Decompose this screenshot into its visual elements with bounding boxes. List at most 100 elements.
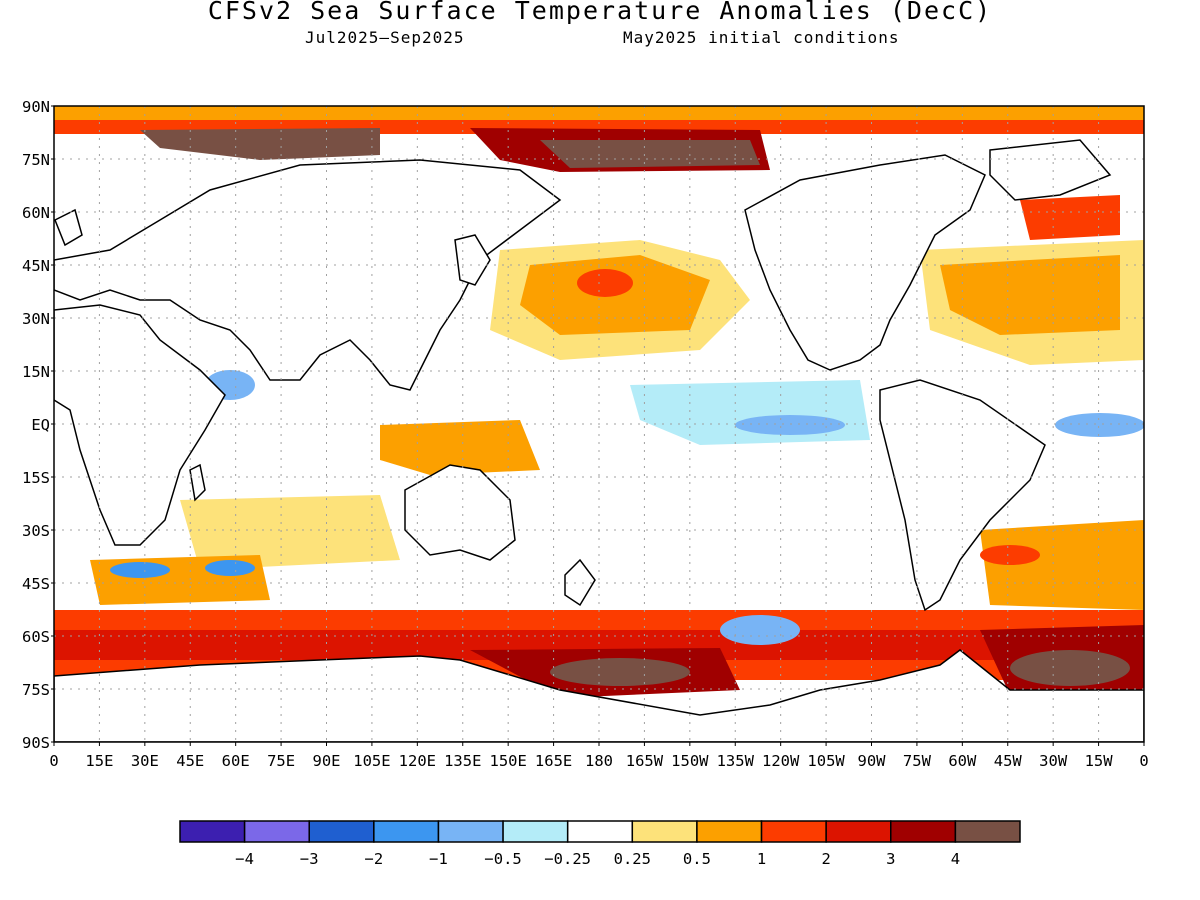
legend-swatch <box>373 820 440 843</box>
land-uk <box>54 208 83 247</box>
lat-tick-label: 45S <box>22 575 50 593</box>
land-madagascar <box>189 463 206 502</box>
ross-sea-max <box>550 658 690 686</box>
land-australia <box>404 464 516 561</box>
legend-label: 2 <box>821 850 830 868</box>
south-indian-cool-2 <box>205 560 255 576</box>
legend-swatch <box>631 820 698 843</box>
south-atlantic-warm <box>980 520 1144 610</box>
south-atlantic-warm-core <box>980 545 1040 565</box>
land-eurasia <box>54 159 562 391</box>
legend-label: −0.25 <box>544 850 591 868</box>
legend-label: −1 <box>429 850 448 868</box>
lat-tick-label: 90S <box>22 734 50 752</box>
lon-tick-label: 135W <box>717 752 755 770</box>
lat-tick-labels: 90N 75N 60N 45N 30N 15N EQ 15S 30S 45S 60S 75S 90S <box>22 98 54 752</box>
lat-tick-label: 45N <box>22 257 50 275</box>
lon-tick-label: 135E <box>444 752 481 770</box>
lon-tick-label: 165W <box>626 752 664 770</box>
lon-tick-label: 15E <box>85 752 113 770</box>
legend-label: 0.25 <box>614 850 651 868</box>
lon-tick-label: 90W <box>858 752 887 770</box>
lat-tick-label: 90N <box>22 98 50 116</box>
lon-tick-label: 0 <box>49 752 58 770</box>
lat-tick-label: 30S <box>22 522 50 540</box>
lat-tick-label: 75N <box>22 151 50 169</box>
lon-tick-label: 15W <box>1085 752 1114 770</box>
legend-label: −4 <box>235 850 254 868</box>
legend-swatch <box>179 820 246 843</box>
land-antarctica <box>54 649 1144 742</box>
legend-label: 0.5 <box>683 850 711 868</box>
lon-tick-label: 75E <box>267 752 295 770</box>
lat-tick-label: EQ <box>31 416 50 434</box>
legend-swatch <box>243 820 310 843</box>
lon-tick-label: 150E <box>490 752 527 770</box>
land-new-zealand <box>564 558 596 607</box>
legend-swatch <box>890 820 957 843</box>
land-greenland <box>989 139 1112 201</box>
legend-swatch <box>954 820 1021 843</box>
lat-tick-label: 60S <box>22 628 50 646</box>
map-title: CFSv2 Sea Surface Temperature Anomalies … <box>207 0 993 25</box>
lon-tick-label: 0 <box>1139 752 1148 770</box>
lon-tick-label: 150W <box>671 752 709 770</box>
legend-swatch <box>437 820 504 843</box>
south-indian-warm <box>180 495 400 570</box>
north-atlantic-warm-2 <box>940 255 1120 335</box>
legend-label: 1 <box>757 850 766 868</box>
legend-swatch <box>825 820 892 843</box>
lat-tick-label: 60N <box>22 204 50 222</box>
tropical-atlantic-cool <box>1055 413 1144 437</box>
eq-pacific-cool-core <box>735 415 845 435</box>
continents <box>54 139 1144 742</box>
lon-tick-labels: 0 15E 30E 45E 60E 75E 90E 105E 120E 135E 150E 165E 1… <box>49 742 1149 770</box>
lon-tick-label: 120W <box>762 752 800 770</box>
north-pacific-warm-core <box>577 269 633 297</box>
arctic-anomaly-band-2 <box>54 106 1144 120</box>
land-north-america <box>744 154 986 371</box>
land-africa <box>54 304 226 546</box>
lon-tick-label: 45E <box>176 752 204 770</box>
legend-label: 4 <box>951 850 960 868</box>
lat-tick-label: 75S <box>22 681 50 699</box>
lon-tick-label: 180 <box>585 752 613 770</box>
legend-swatch <box>566 820 634 843</box>
graticule <box>54 106 1144 742</box>
legend-label: 3 <box>886 850 895 868</box>
lon-tick-label: 165E <box>535 752 572 770</box>
lon-tick-label: 90E <box>313 752 341 770</box>
south-pacific-cool <box>720 615 800 645</box>
land-japan <box>454 234 491 286</box>
legend-swatch <box>502 820 569 843</box>
lon-tick-label: 30E <box>131 752 159 770</box>
lat-tick-label: 15N <box>22 363 50 381</box>
legend-swatch <box>760 820 827 843</box>
lat-tick-label: 15S <box>22 469 50 487</box>
land-south-america <box>879 379 1046 612</box>
lon-tick-label: 105E <box>353 752 390 770</box>
initial-conditions: May2025 initial conditions <box>623 28 900 47</box>
lon-tick-label: 60E <box>222 752 250 770</box>
north-atlantic-warm-core <box>1020 195 1120 240</box>
lon-tick-label: 30W <box>1039 752 1068 770</box>
south-indian-cool <box>110 562 170 578</box>
legend-swatch <box>308 820 375 843</box>
arctic-anomaly-max-2 <box>540 140 760 168</box>
weddell-sea-max <box>1010 650 1130 686</box>
legend-label: −2 <box>365 850 384 868</box>
lon-tick-label: 60W <box>948 752 977 770</box>
forecast-period: Jul2025–Sep2025 <box>305 28 465 47</box>
lon-tick-label: 120E <box>399 752 436 770</box>
lon-tick-label: 45W <box>994 752 1023 770</box>
lat-tick-label: 30N <box>22 310 50 328</box>
color-legend: −4 −3 −2 −1 −0.5 −0.25 0.25 0.5 1 2 3 4 <box>179 820 1021 868</box>
legend-label: −3 <box>300 850 319 868</box>
legend-label: −0.5 <box>484 850 521 868</box>
lon-tick-label: 75W <box>903 752 932 770</box>
lon-tick-label: 105W <box>807 752 845 770</box>
legend-swatch <box>696 820 763 843</box>
arctic-anomaly-max <box>140 128 380 160</box>
maritime-warm <box>380 420 540 475</box>
